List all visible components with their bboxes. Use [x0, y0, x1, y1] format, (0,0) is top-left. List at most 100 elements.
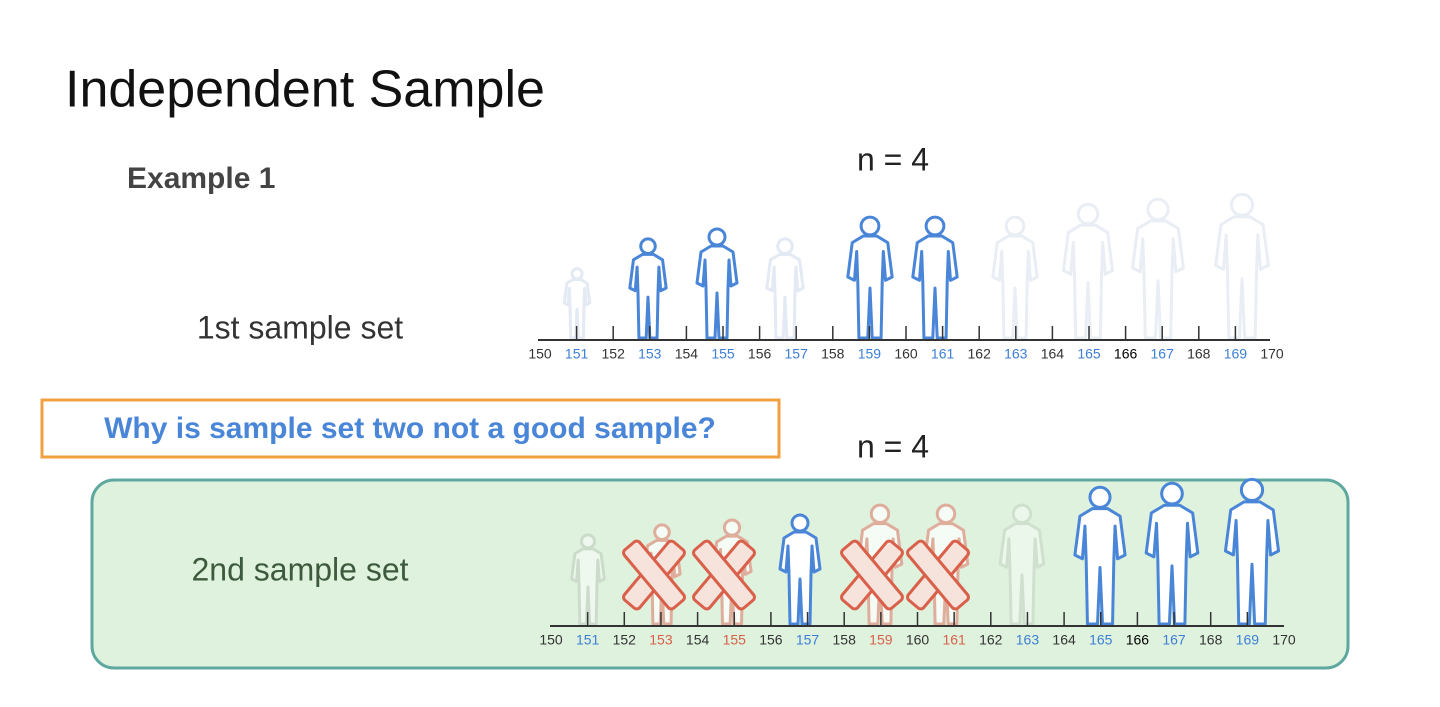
- person: [1214, 192, 1270, 340]
- tick-label: 170: [1260, 346, 1284, 362]
- tick-label: 158: [833, 632, 857, 648]
- person: [1223, 477, 1281, 626]
- person-head: [869, 503, 891, 525]
- tick-label: 163: [1016, 632, 1040, 648]
- tick-label: 166: [1126, 632, 1150, 648]
- person-head: [924, 215, 946, 237]
- person-body: [1073, 507, 1127, 626]
- tick-label: 169: [1236, 632, 1260, 648]
- tick-label: 151: [576, 632, 600, 648]
- person-body: [562, 277, 592, 340]
- person: [1073, 485, 1127, 626]
- tick-label: 168: [1199, 632, 1223, 648]
- person: [991, 215, 1039, 340]
- cross-bar: [840, 539, 904, 611]
- cross-bar: [692, 539, 756, 611]
- question: Why is sample set two not a good sample?: [104, 412, 716, 445]
- person: [911, 215, 959, 340]
- tick-label: 152: [602, 346, 626, 362]
- person-body: [911, 234, 959, 340]
- tick-label: 163: [1004, 346, 1028, 362]
- cross: [692, 539, 756, 611]
- person-head: [570, 267, 584, 281]
- tick-label: 167: [1162, 632, 1186, 648]
- person-head: [639, 237, 657, 255]
- tick-label: 150: [539, 632, 563, 648]
- person-head: [707, 227, 727, 247]
- person-head: [1011, 503, 1033, 525]
- person-body: [1131, 219, 1185, 340]
- person: [562, 267, 592, 340]
- person-body: [1144, 503, 1200, 626]
- tick-label: 159: [858, 346, 882, 362]
- person-head: [1004, 215, 1026, 237]
- person-body: [570, 547, 606, 626]
- person: [778, 513, 822, 626]
- tick-label: 157: [785, 346, 809, 362]
- tick-label: 170: [1272, 632, 1296, 648]
- tick-label: 160: [894, 346, 918, 362]
- person-head: [1088, 485, 1112, 509]
- tick-label: 168: [1187, 346, 1211, 362]
- person-head: [1160, 481, 1184, 506]
- n-label: n = 4: [857, 428, 929, 464]
- tick-label: 153: [649, 632, 673, 648]
- person-head: [1229, 192, 1255, 217]
- tick-label: 167: [1151, 346, 1175, 362]
- person: [1061, 202, 1115, 340]
- person-body: [1223, 500, 1281, 626]
- person: [998, 503, 1046, 626]
- person-body: [991, 234, 1039, 340]
- tick-label: 164: [1052, 632, 1076, 648]
- person-head: [1146, 197, 1170, 222]
- tick-label: 165: [1077, 346, 1101, 362]
- tick-label: 166: [1114, 346, 1138, 362]
- person-head: [579, 533, 597, 550]
- person-head: [653, 523, 671, 541]
- set-label: 1st sample set: [197, 309, 403, 345]
- tick-label: 162: [968, 346, 992, 362]
- tick-label: 162: [979, 632, 1003, 648]
- person: [1131, 197, 1185, 340]
- tick-label: 157: [796, 632, 820, 648]
- person: [695, 227, 739, 340]
- tick-label: 158: [821, 346, 845, 362]
- person-body: [695, 244, 739, 340]
- tick-label: 160: [906, 632, 930, 648]
- figures: [562, 192, 1281, 626]
- person-body: [1214, 215, 1270, 340]
- n-label: n = 4: [857, 141, 929, 177]
- tick-label: 154: [675, 346, 699, 362]
- tick-label: 161: [931, 346, 955, 362]
- cross: [906, 539, 970, 611]
- tick-label: 152: [613, 632, 637, 648]
- person-head: [935, 503, 957, 525]
- tick-label: 156: [748, 346, 772, 362]
- person: [570, 533, 606, 626]
- person: [628, 237, 668, 340]
- tick-label: 153: [638, 346, 662, 362]
- tick-label: 169: [1224, 346, 1248, 362]
- person-body: [846, 234, 894, 340]
- person-body: [1061, 223, 1115, 340]
- person-head: [859, 215, 881, 237]
- question-box: [40, 398, 781, 459]
- person-head: [790, 513, 810, 533]
- tick-label: 151: [565, 346, 589, 362]
- tick-label: 165: [1089, 632, 1113, 648]
- scales: 150 151 152 153 154 155 156 157 158 159 160 161 162 1…: [528, 326, 1296, 648]
- person-head: [1076, 202, 1100, 226]
- cross: [840, 539, 904, 611]
- tick-label: 156: [759, 632, 783, 648]
- example-label: Example 1: [127, 162, 275, 195]
- person: [846, 215, 894, 340]
- tick-label: 154: [686, 632, 710, 648]
- tick-label: 155: [723, 632, 747, 648]
- cross: [622, 539, 686, 611]
- person-body: [998, 522, 1046, 626]
- person-body: [628, 252, 668, 340]
- tick-label: 161: [942, 632, 966, 648]
- tick-label: 150: [528, 346, 552, 362]
